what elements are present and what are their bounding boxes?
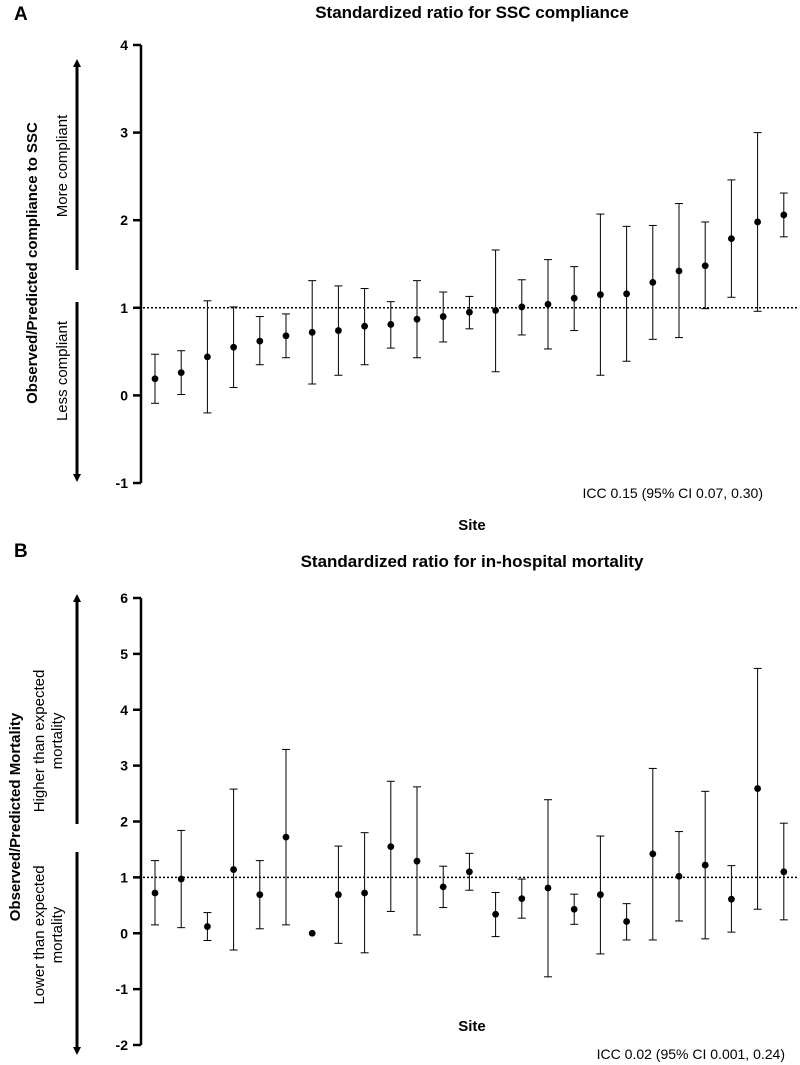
data-point (413, 857, 421, 865)
data-point (649, 278, 657, 286)
data-point (518, 895, 526, 903)
data-point (361, 889, 368, 897)
data-point (780, 868, 788, 876)
data-point (335, 891, 342, 899)
panel-b-data-points (151, 667, 788, 978)
y-tick-label: -1 (116, 981, 129, 997)
data-point (597, 291, 604, 299)
data-point (177, 369, 185, 377)
y-tick-label: -2 (116, 1037, 129, 1053)
data-point (649, 850, 657, 858)
panel-b-title: Standardized ratio for in-hospital morta… (301, 552, 644, 571)
panel-b-upper-label-line1: Higher than expected (31, 670, 48, 813)
y-tick-label: 4 (120, 37, 128, 53)
data-point (439, 883, 447, 891)
data-point (701, 262, 709, 270)
y-tick-label: 4 (120, 702, 128, 718)
data-point (282, 833, 290, 841)
data-point (361, 322, 368, 330)
y-tick-label: 2 (120, 212, 128, 228)
y-tick-label: 5 (120, 646, 128, 662)
data-point (544, 884, 552, 892)
panel-b-x-label: Site (458, 1018, 486, 1035)
panel-a-y-label: Observed/Predicted compliance to SSC (24, 122, 41, 404)
data-point (780, 211, 788, 219)
y-tick-label: 1 (120, 869, 128, 885)
data-point (256, 337, 264, 345)
panel-a-upper-label: More compliant (54, 114, 71, 217)
data-point (308, 328, 316, 336)
panel-b-lower-label-line2: mortality (49, 906, 66, 963)
data-point (623, 918, 630, 925)
data-point (597, 891, 604, 899)
y-tick-label: 1 (120, 300, 128, 316)
data-point (728, 235, 735, 242)
data-point (177, 875, 185, 883)
data-point (387, 321, 395, 328)
data-point (492, 910, 499, 918)
data-point (413, 315, 421, 323)
data-point (387, 843, 395, 851)
data-point (701, 861, 709, 869)
data-point (282, 332, 290, 340)
data-point (151, 375, 159, 383)
panel-a-data-points (151, 132, 788, 414)
data-point (544, 300, 552, 308)
panel-a-y-axis: 4 3 2 1 0 -1 (116, 37, 143, 491)
data-point (570, 905, 578, 913)
data-point (204, 353, 211, 361)
data-point (335, 327, 342, 334)
data-point (151, 889, 159, 897)
data-point (518, 303, 526, 311)
y-tick-label: 0 (120, 387, 128, 403)
data-point (439, 313, 447, 320)
data-point (492, 307, 499, 314)
panel-b: B Standardized ratio for in-hospital mor… (7, 541, 798, 1062)
panel-a: A Standardized ratio for SSC compliance … (14, 3, 798, 534)
y-tick-label: 3 (120, 758, 128, 774)
data-point (754, 785, 761, 792)
panel-a-lower-label: Less compliant (54, 320, 71, 421)
panel-b-y-label: Observed/Predicted Mortality (7, 712, 24, 921)
panel-b-y-axis: 6 5 4 3 2 1 0 -1 -2 (116, 590, 143, 1053)
panel-b-lower-label-line1: Lower than expected (31, 865, 48, 1004)
y-tick-label: 3 (120, 125, 128, 141)
data-point (230, 866, 238, 873)
data-point (623, 290, 630, 298)
data-point (256, 891, 264, 899)
data-point (204, 923, 211, 930)
panel-a-icc-annotation: ICC 0.15 (95% CI 0.07, 0.30) (582, 485, 763, 501)
data-point (466, 308, 473, 316)
data-point (754, 218, 761, 226)
panel-b-icc-annotation: ICC 0.02 (95% CI 0.001, 0.24) (597, 1046, 785, 1062)
y-tick-label: 2 (120, 814, 128, 830)
data-point (308, 929, 316, 937)
panel-a-x-label: Site (458, 517, 486, 534)
panel-b-letter: B (14, 541, 28, 562)
panel-a-letter: A (14, 4, 28, 25)
panel-a-title: Standardized ratio for SSC compliance (315, 3, 629, 22)
data-point (728, 895, 735, 903)
data-point (466, 868, 473, 876)
panel-b-upper-label-line2: mortality (49, 712, 66, 769)
y-tick-label: -1 (116, 475, 129, 491)
data-point (570, 294, 578, 302)
data-point (675, 267, 683, 275)
y-tick-label: 0 (120, 925, 128, 941)
y-tick-label: 6 (120, 590, 128, 606)
data-point (230, 343, 238, 351)
data-point (675, 872, 683, 880)
